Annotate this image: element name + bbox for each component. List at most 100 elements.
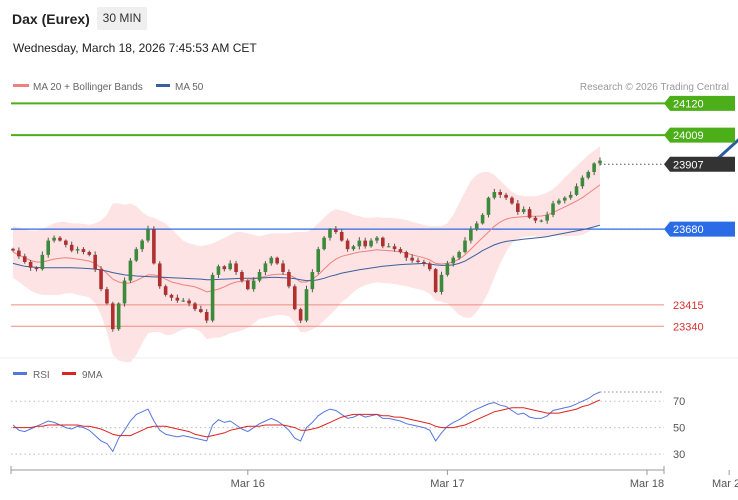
level-label-23907: 23907 <box>673 159 704 171</box>
candle <box>463 237 467 254</box>
candle <box>310 269 315 293</box>
rsi-tick-label: 70 <box>673 396 685 408</box>
moving-averages <box>12 184 601 293</box>
candle <box>451 255 456 267</box>
candle-body <box>287 272 291 287</box>
rsi-line <box>12 391 601 453</box>
candle-body <box>122 280 127 304</box>
candle-body <box>510 197 514 204</box>
candle <box>521 206 526 214</box>
candle <box>598 157 602 166</box>
candle <box>175 294 180 303</box>
candle-body <box>422 262 426 264</box>
candle-body <box>439 274 444 292</box>
candle <box>504 192 508 200</box>
candle-body <box>40 254 45 270</box>
candle-body <box>445 263 450 275</box>
candle <box>269 256 274 266</box>
time-axis: Mar 16 Mar 17 Mar 18 Mar 22 <box>10 466 738 490</box>
candle-body <box>316 249 321 272</box>
symbol-title: Dax (Eurex) <box>12 11 90 27</box>
candle <box>134 247 139 262</box>
time-tick-label: Mar 18 <box>630 478 664 490</box>
candle <box>492 188 497 200</box>
candle <box>339 229 344 242</box>
candle <box>216 264 221 278</box>
candle-body <box>228 263 232 270</box>
candle-body <box>516 203 520 212</box>
candle-body <box>598 160 602 164</box>
candle-body <box>257 272 262 281</box>
candle <box>557 198 561 205</box>
candle <box>398 247 403 254</box>
level-label-24120: 24120 <box>673 98 704 110</box>
candle-body <box>386 246 391 248</box>
candle <box>110 301 115 332</box>
candle-body <box>398 249 403 252</box>
candle-body <box>345 240 350 250</box>
chart-header: Dax (Eurex) 30 MIN <box>0 0 738 38</box>
candle-body <box>246 280 250 290</box>
candle-body <box>216 266 221 275</box>
bollinger-band-area <box>13 146 600 363</box>
time-tick-label: Mar 16 <box>231 478 265 490</box>
candle <box>199 305 203 314</box>
candle <box>40 251 45 271</box>
candle <box>122 277 127 307</box>
candlesticks <box>11 157 602 332</box>
candle-body <box>292 286 297 310</box>
candle-body <box>52 237 56 241</box>
level-label-23415: 23415 <box>673 300 704 312</box>
candle <box>351 244 356 251</box>
candle-body <box>58 237 62 241</box>
ma50-legend-label: MA 50 <box>175 82 204 93</box>
candle <box>562 196 567 204</box>
candle <box>533 216 538 224</box>
timeframe-button[interactable]: 30 MIN <box>97 7 147 30</box>
candle-body <box>17 250 21 257</box>
candle <box>345 238 350 252</box>
candle-body <box>457 252 461 258</box>
candle-body <box>592 163 596 172</box>
candle-body <box>110 303 115 330</box>
candle <box>52 235 56 243</box>
candle <box>287 269 291 289</box>
candle <box>64 239 68 248</box>
candle <box>363 237 367 249</box>
candle-body <box>339 232 344 241</box>
ma20-legend-label: MA 20 + Bollinger Bands <box>33 82 143 93</box>
candle-body <box>187 300 191 304</box>
candle <box>11 247 15 252</box>
candle <box>81 247 86 255</box>
candle <box>152 226 156 265</box>
candle-body <box>539 220 544 222</box>
candle-body <box>75 249 80 251</box>
time-tick-label: Mar 22 <box>712 478 738 490</box>
candle-body <box>193 303 197 310</box>
candle-body <box>169 294 174 298</box>
candle <box>210 272 215 323</box>
candle-body <box>328 229 332 238</box>
candle-body <box>181 300 186 302</box>
candle-body <box>11 248 15 251</box>
candle-body <box>99 269 103 290</box>
candle-body <box>22 256 27 262</box>
candle-body <box>551 203 555 215</box>
candle <box>510 196 514 205</box>
candle <box>580 175 585 189</box>
forecast-arrow <box>710 138 738 166</box>
candle-body <box>222 266 227 270</box>
candle <box>275 256 279 265</box>
candle <box>257 269 262 283</box>
bollinger-band <box>13 146 600 363</box>
ma50-legend-swatch <box>156 84 170 87</box>
candle-body <box>163 286 168 295</box>
candle-body <box>199 309 203 312</box>
candle <box>551 200 555 218</box>
candle-body <box>304 289 309 321</box>
candle <box>480 213 485 225</box>
candle <box>17 247 21 259</box>
rsi-tick-label: 50 <box>673 423 685 435</box>
candle <box>187 298 191 307</box>
